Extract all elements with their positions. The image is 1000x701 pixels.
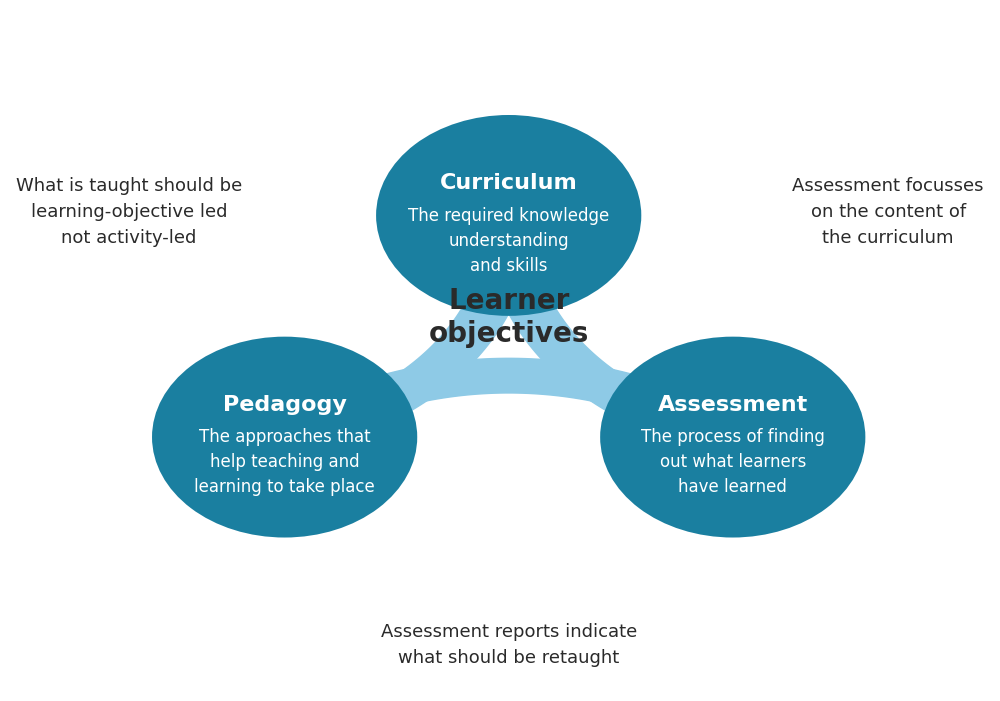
Text: The required knowledge
understanding
and skills: The required knowledge understanding and…: [408, 207, 609, 275]
Text: Curriculum: Curriculum: [440, 173, 578, 193]
Circle shape: [376, 115, 641, 316]
Circle shape: [152, 336, 417, 538]
Polygon shape: [324, 255, 528, 442]
Text: Pedagogy: Pedagogy: [223, 395, 347, 415]
Text: What is taught should be
learning-objective led
not activity-led: What is taught should be learning-object…: [16, 177, 242, 247]
Polygon shape: [285, 402, 374, 437]
Text: The process of finding
out what learners
have learned: The process of finding out what learners…: [641, 428, 825, 496]
Polygon shape: [666, 400, 733, 447]
Polygon shape: [492, 215, 530, 275]
Polygon shape: [285, 417, 365, 437]
Text: The approaches that
help teaching and
learning to take place: The approaches that help teaching and le…: [194, 428, 375, 496]
Text: Learner
objectives: Learner objectives: [429, 287, 589, 348]
Polygon shape: [488, 252, 689, 440]
Circle shape: [600, 336, 865, 538]
Text: Assessment: Assessment: [658, 395, 808, 415]
Polygon shape: [330, 358, 694, 426]
Text: Assessment reports indicate
what should be retaught: Assessment reports indicate what should …: [381, 623, 637, 667]
Text: Assessment focusses
on the content of
the curriculum: Assessment focusses on the content of th…: [792, 177, 984, 247]
Polygon shape: [479, 215, 532, 273]
Polygon shape: [672, 386, 733, 437]
